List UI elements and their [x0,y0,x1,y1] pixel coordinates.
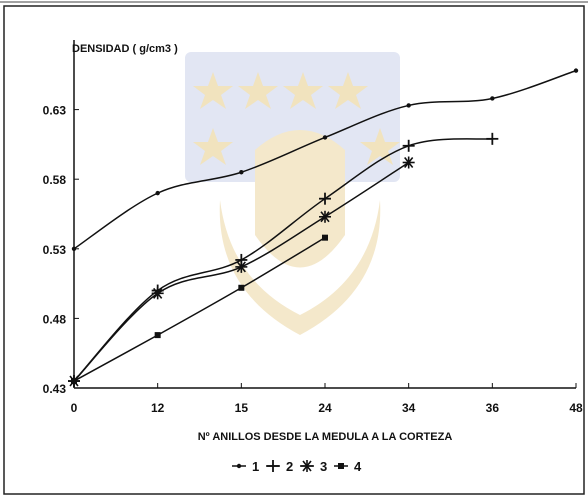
data-point-1 [71,246,77,251]
legend-label: 4 [354,459,362,474]
data-point-4 [71,378,77,385]
x-tick-label: 12 [151,401,165,415]
x-tick-label: 24 [318,401,332,415]
series-3 [68,156,415,388]
legend-marker-3 [301,460,313,472]
x-tick-label: 0 [71,401,78,415]
x-axis-label: Nº ANILLOS DESDE LA MEDULA A LA CORTEZA [198,431,453,443]
chart-title: DENSIDAD ( g/cm3 ) [72,43,178,55]
y-tick-label: 0.58 [43,173,67,187]
legend-label: 3 [320,459,327,474]
y-tick-label: 0.63 [43,104,67,118]
data-point-1 [490,96,495,101]
data-point-1 [322,135,328,140]
series-layer [68,68,579,388]
legend-item-2: 2 [266,459,293,474]
series-line-4 [73,237,326,382]
watermark-seal [185,52,400,335]
data-point-4 [238,284,245,291]
y-tick-label: 0.43 [43,382,67,396]
y-tick-label: 0.53 [43,243,67,257]
data-point-2 [402,139,415,152]
data-point-3 [151,287,164,300]
tick-layer: 0 12 15 24 34 36 48 0.43 0.48 0.53 0.58 0.63 [43,104,583,415]
legend-marker-2 [267,460,279,472]
x-tick-label: 36 [486,401,500,415]
data-point-2 [319,192,331,205]
data-point-3 [235,260,248,273]
legend: 1 2 3 4 [232,459,362,474]
data-point-1 [406,103,411,108]
legend-item-4: 4 [334,459,362,474]
legend-label: 2 [286,459,293,474]
legend-item-3: 3 [300,459,327,474]
data-point-1 [155,190,160,196]
legend-label: 1 [252,459,259,474]
data-point-4 [154,332,161,339]
data-point-1 [573,68,579,73]
legend-item-1: 1 [232,459,259,474]
y-tick-label: 0.48 [43,312,67,326]
data-point-2 [486,132,499,145]
x-tick-label: 48 [569,401,583,415]
data-point-3 [402,156,415,169]
legend-marker-1 [236,463,242,469]
data-point-1 [239,170,244,175]
legend-marker-4 [338,463,344,469]
data-point-3 [319,210,331,223]
x-tick-label: 15 [235,401,249,415]
data-point-4 [322,234,328,241]
series-1 [71,68,579,251]
series-4 [71,234,328,385]
x-tick-label: 34 [402,401,416,415]
